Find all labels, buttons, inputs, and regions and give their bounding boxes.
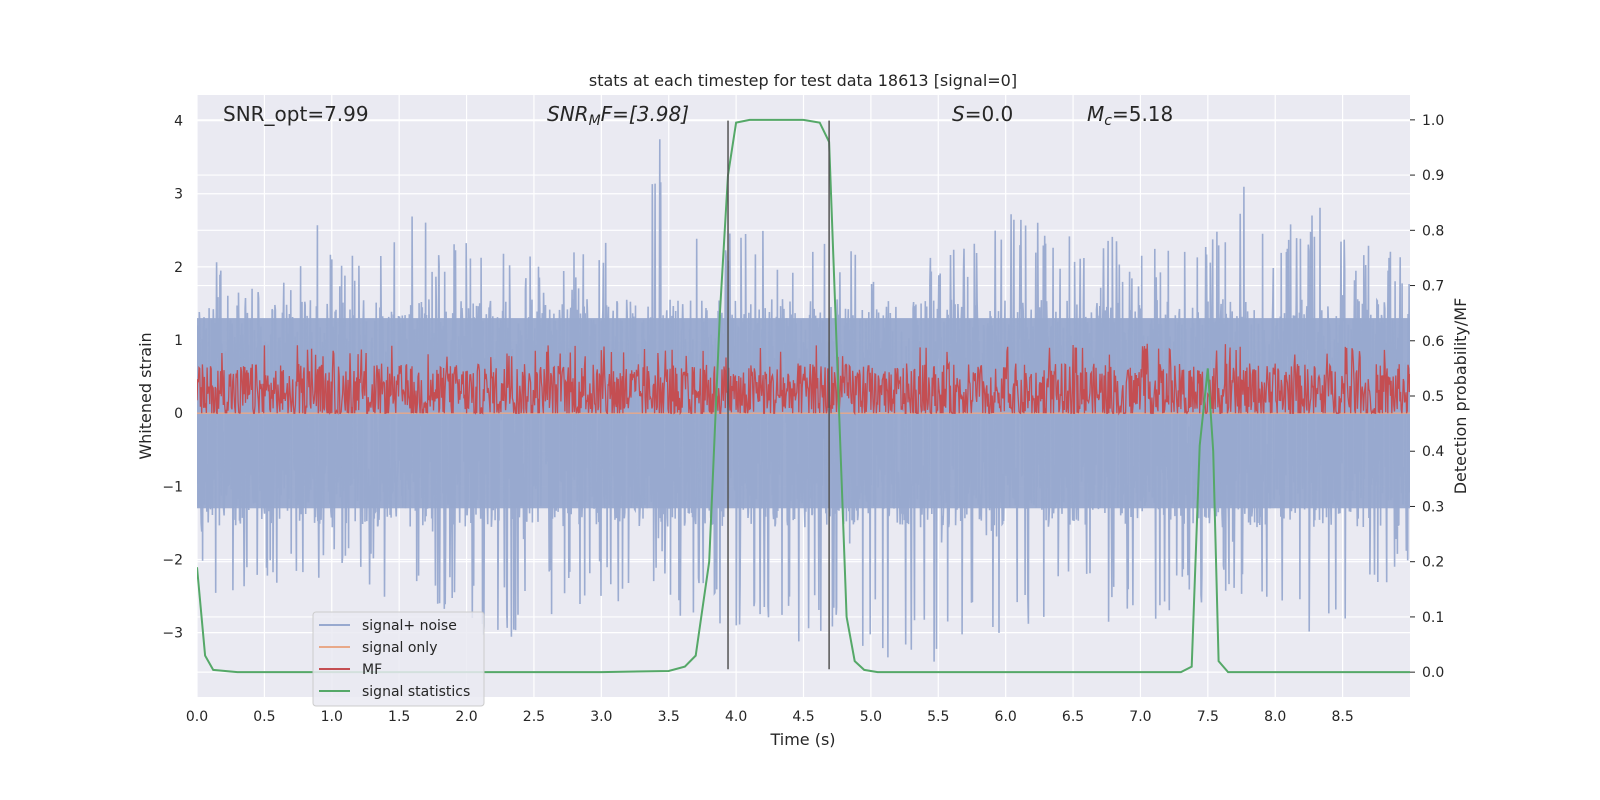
- y-axis-label-left: Whitened strain: [136, 332, 155, 459]
- x-tick-label: 1.5: [388, 709, 410, 725]
- y-ticks-right: 1.0 0.9 0.8 0.7 0.6 0.5 0.4 0.3 0.2 0.1 0.0: [1410, 113, 1444, 681]
- y-tick-label-left: −3: [162, 626, 183, 642]
- y-tick-label-right: 0.0: [1422, 665, 1444, 681]
- mf-trace: [197, 343, 1410, 416]
- x-ticks: 0.0 0.5 1.0 1.5 2.0 2.5 3.0 3.5 4.0 4.5 5.0 5.5 6.0 6…: [186, 709, 1354, 725]
- x-tick-label: 5.5: [927, 709, 949, 725]
- legend: signal+ noise signal only MF signal stat…: [312, 611, 485, 707]
- x-tick-label: 4.5: [792, 709, 814, 725]
- chart-title: stats at each timestep for test data 186…: [589, 71, 1017, 90]
- y-tick-label-left: 1: [174, 333, 183, 349]
- legend-label-mf: MF: [362, 662, 382, 678]
- x-tick-label: 7.5: [1197, 709, 1219, 725]
- annotation-snr-mf-sub: M: [589, 113, 601, 129]
- y-tick-label-right: 0.8: [1422, 223, 1444, 239]
- y-tick-label-right: 0.6: [1422, 334, 1444, 350]
- x-tick-label: 8.5: [1331, 709, 1353, 725]
- series-layer: [197, 118, 1410, 674]
- x-tick-label: 4.0: [725, 709, 747, 725]
- y-tick-label-right: 0.9: [1422, 168, 1444, 184]
- x-tick-label: 2.0: [455, 709, 477, 725]
- line-signal-statistics: [197, 118, 1410, 674]
- legend-label-signal-only: signal only: [362, 640, 437, 656]
- y-tick-label-left: 0: [174, 406, 183, 422]
- series-signal-statistics: [197, 118, 1410, 674]
- y-tick-label-left: −1: [162, 479, 183, 495]
- legend-box: [312, 611, 485, 707]
- y-tick-label-left: 4: [174, 114, 183, 130]
- legend-label-signal-noise: signal+ noise: [362, 618, 457, 634]
- x-tick-label: 6.5: [1062, 709, 1084, 725]
- annotation-snr-mf-rest: F=[3.98]: [601, 102, 689, 126]
- annotation-snr-mf-base: SNR: [547, 102, 589, 126]
- x-tick-label: 0.0: [186, 709, 208, 725]
- x-tick-label: 8.0: [1264, 709, 1286, 725]
- x-tick-label: 6.0: [995, 709, 1017, 725]
- x-tick-label: 0.5: [253, 709, 275, 725]
- y-tick-label-right: 0.2: [1422, 555, 1444, 571]
- annotation-snr-opt: SNR_opt=7.99: [223, 102, 369, 126]
- y-tick-label-right: 0.3: [1422, 499, 1444, 515]
- y-axis-label-right: Detection probability/MF: [1451, 298, 1470, 495]
- y-tick-label-right: 0.4: [1422, 444, 1444, 460]
- annotation-mc-base: M: [1087, 102, 1104, 126]
- vertical-markers: [727, 120, 830, 670]
- annotation-s-base: S: [952, 102, 965, 126]
- annotation-snr-mf: SNRMF=[3.98]: [547, 102, 689, 129]
- annotation-mc-sub: c: [1104, 113, 1112, 129]
- x-tick-label: 2.5: [523, 709, 545, 725]
- y-tick-label-left: 2: [174, 260, 183, 276]
- x-axis-label: Time (s): [769, 730, 835, 749]
- legend-label-signal-statistics: signal statistics: [362, 684, 470, 700]
- y-tick-label-left: −2: [162, 552, 183, 568]
- y-tick-label-right: 0.5: [1422, 389, 1444, 405]
- series-mf: [197, 343, 1410, 416]
- y-tick-label-left: 3: [174, 187, 183, 203]
- signal-noise-trace: [197, 139, 1410, 662]
- annotation-mc: Mc=5.18: [1087, 102, 1173, 129]
- annotation-s-rest: =0.0: [965, 102, 1014, 126]
- x-tick-label: 3.0: [590, 709, 612, 725]
- annotation-mc-rest: =5.18: [1112, 102, 1173, 126]
- x-tick-label: 3.5: [658, 709, 680, 725]
- y-tick-label-right: 0.7: [1422, 279, 1444, 295]
- x-tick-label: 5.0: [860, 709, 882, 725]
- x-tick-label: 7.0: [1129, 709, 1151, 725]
- y-ticks-left: 4 3 2 1 0 −1 −2 −3: [162, 114, 183, 642]
- y-tick-label-right: 0.1: [1422, 610, 1444, 626]
- y-tick-label-right: 1.0: [1422, 113, 1444, 129]
- x-tick-label: 1.0: [321, 709, 343, 725]
- annotation-s: S=0.0: [952, 102, 1013, 126]
